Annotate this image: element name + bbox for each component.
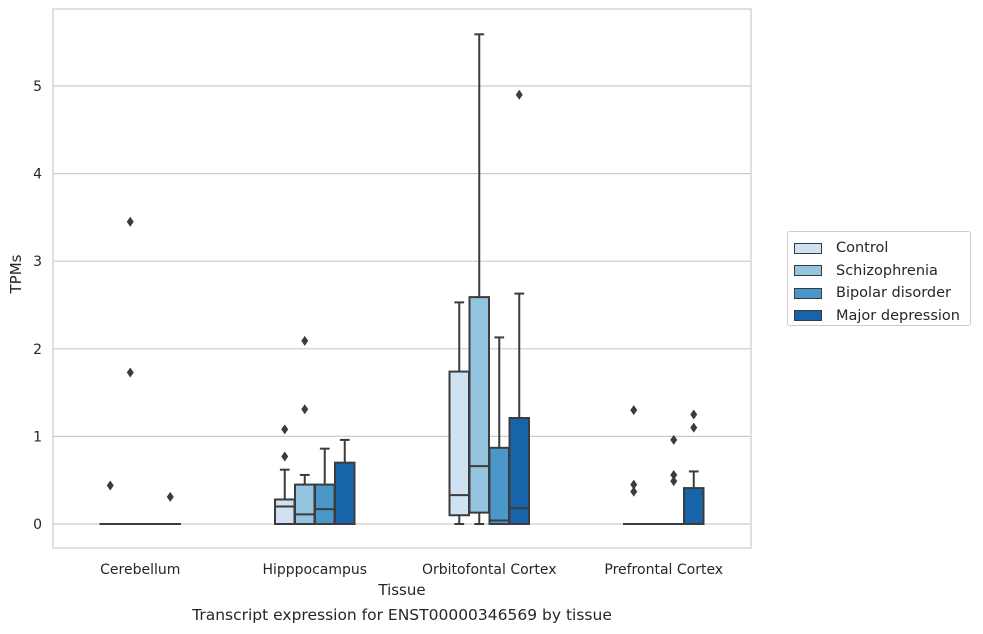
outlier-point xyxy=(301,335,309,346)
grid-lines xyxy=(53,85,751,525)
box-group xyxy=(663,434,685,526)
box-group xyxy=(468,33,490,525)
y-tick-label: 2 xyxy=(33,342,42,358)
outlier-point xyxy=(690,422,698,433)
box-group xyxy=(623,405,645,526)
box xyxy=(468,296,490,514)
box-group xyxy=(294,335,316,525)
x-tick-label: Cerebellum xyxy=(100,562,180,578)
outlier-point xyxy=(106,480,114,491)
box xyxy=(488,446,510,525)
box-group xyxy=(159,491,181,526)
box xyxy=(274,498,296,525)
legend-label: Control xyxy=(836,240,889,257)
legend-label: Bipolar disorder xyxy=(836,285,951,302)
outlier-point xyxy=(166,491,174,502)
box xyxy=(448,370,470,517)
y-tick-label: 4 xyxy=(33,167,42,183)
y-tick-label: 0 xyxy=(33,517,42,533)
legend-item: Control xyxy=(788,237,970,260)
box-group xyxy=(683,409,705,526)
box-group xyxy=(274,424,296,525)
box xyxy=(294,483,316,525)
legend-swatch xyxy=(794,310,822,322)
outlier-point xyxy=(126,216,134,227)
legend-item: Major depression xyxy=(788,305,970,328)
box-group xyxy=(99,480,121,526)
outlier-point xyxy=(126,367,134,378)
outlier-point xyxy=(281,451,289,462)
legend-label: Major depression xyxy=(836,307,960,324)
plot-frame xyxy=(52,8,752,549)
box-group xyxy=(314,447,336,525)
legend-item: Bipolar disorder xyxy=(788,282,970,305)
x-axis-label: Tissue xyxy=(377,581,425,599)
outlier-point xyxy=(670,434,678,445)
outlier-point xyxy=(630,486,638,497)
box-layer xyxy=(99,33,705,526)
box-group xyxy=(508,89,530,525)
outlier-point xyxy=(670,469,678,480)
y-tick-label: 3 xyxy=(33,254,42,270)
tick-labels: 0 1 2 3 4 5 Cerebellum Hipppocampus Orbitofontal… xyxy=(33,79,723,578)
box xyxy=(683,487,705,526)
y-axis-label: TPMs xyxy=(7,254,25,294)
box xyxy=(508,417,530,525)
outlier-point xyxy=(630,405,638,416)
box-group xyxy=(448,301,470,525)
legend-label: Schizophrenia xyxy=(836,262,938,279)
outlier-point xyxy=(630,479,638,490)
outlier-point xyxy=(690,409,698,420)
outlier-point xyxy=(301,404,309,415)
outlier-point xyxy=(281,424,289,435)
legend-swatch xyxy=(794,287,822,299)
box-group xyxy=(488,336,510,525)
y-tick-label: 1 xyxy=(33,429,42,445)
legend-swatch xyxy=(794,265,822,277)
box-group xyxy=(334,438,356,525)
legend-item: Schizophrenia xyxy=(788,260,970,283)
outlier-point xyxy=(515,89,523,100)
box-group xyxy=(119,216,141,526)
legend-swatch xyxy=(794,242,822,254)
outlier-point xyxy=(670,476,678,487)
figure-caption: Transcript expression for ENST0000034656… xyxy=(192,606,612,624)
legend: Control Schizophrenia Bipolar disorder Majo… xyxy=(787,231,971,326)
x-tick-label: Prefrontal Cortex xyxy=(604,562,723,578)
x-tick-label: Hipppocampus xyxy=(262,562,367,578)
y-tick-label: 5 xyxy=(33,79,42,95)
box xyxy=(314,483,336,525)
box xyxy=(334,461,356,525)
x-tick-label: Orbitofontal Cortex xyxy=(422,562,557,578)
